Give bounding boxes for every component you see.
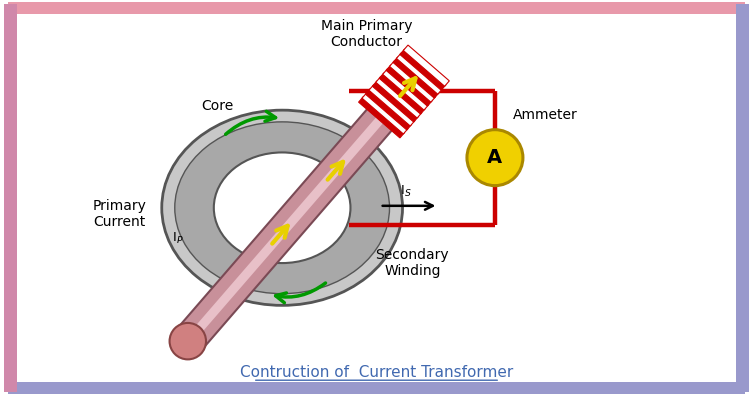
Polygon shape: [358, 97, 404, 138]
Polygon shape: [386, 65, 432, 106]
Polygon shape: [376, 77, 422, 118]
Polygon shape: [372, 81, 419, 122]
Polygon shape: [369, 85, 415, 126]
Polygon shape: [396, 53, 443, 94]
Ellipse shape: [175, 122, 389, 294]
Polygon shape: [175, 64, 431, 352]
Polygon shape: [362, 93, 408, 134]
Text: Primary
Current: Primary Current: [93, 199, 146, 229]
Circle shape: [169, 323, 206, 360]
Text: I$_P$: I$_P$: [172, 231, 184, 246]
Polygon shape: [393, 57, 439, 98]
Ellipse shape: [162, 110, 403, 305]
Polygon shape: [404, 45, 450, 86]
Text: A: A: [487, 148, 502, 167]
Circle shape: [467, 129, 523, 186]
Polygon shape: [400, 49, 446, 90]
Text: Contruction of  Current Transformer: Contruction of Current Transformer: [240, 365, 513, 380]
Text: Core: Core: [201, 99, 233, 112]
Ellipse shape: [214, 152, 350, 263]
Polygon shape: [389, 61, 435, 102]
Polygon shape: [380, 73, 425, 114]
Polygon shape: [383, 69, 428, 110]
Text: Secondary
Winding: Secondary Winding: [376, 248, 449, 278]
Text: Ammeter: Ammeter: [514, 108, 578, 122]
Polygon shape: [365, 89, 411, 130]
Text: Main Primary
Conductor: Main Primary Conductor: [321, 19, 413, 49]
Polygon shape: [188, 67, 426, 340]
Text: I$_S$: I$_S$: [400, 184, 412, 199]
